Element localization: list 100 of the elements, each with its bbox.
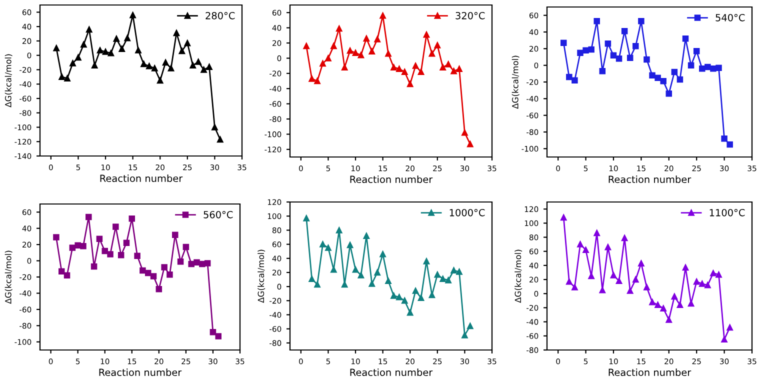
legend-label: 1100°C: [710, 208, 745, 216]
point: [168, 65, 174, 72]
point: [144, 270, 152, 276]
point: [621, 28, 628, 34]
point: [654, 74, 661, 81]
point: [406, 80, 414, 88]
point: [428, 292, 436, 298]
point: [368, 280, 376, 287]
point: [412, 288, 419, 294]
x-axis-title: Reaction number: [608, 368, 692, 376]
point: [140, 267, 146, 274]
point: [726, 141, 733, 148]
point: [330, 42, 337, 50]
point: [358, 52, 364, 58]
point: [654, 302, 661, 308]
point: [96, 47, 104, 54]
point: [402, 68, 408, 76]
point: [649, 72, 656, 78]
point: [161, 264, 168, 270]
x-axis-title: Reaction number: [350, 176, 433, 184]
point: [666, 316, 672, 323]
point: [146, 62, 152, 70]
y-axis-title: ΔG(kcal/mol): [4, 54, 12, 108]
point: [303, 42, 310, 50]
point: [726, 324, 733, 331]
point: [96, 236, 103, 242]
point: [363, 232, 370, 239]
y-axis-title: ΔG(kcal/mol): [4, 250, 12, 304]
point: [434, 42, 441, 48]
point: [128, 215, 136, 222]
point: [626, 288, 634, 294]
point: [320, 60, 326, 67]
point: [314, 78, 320, 84]
point: [336, 25, 342, 32]
point: [90, 263, 98, 270]
point: [58, 74, 65, 80]
point: [102, 248, 108, 254]
point: [190, 62, 196, 69]
point: [610, 272, 617, 278]
point: [308, 276, 315, 282]
point: [704, 64, 711, 70]
point: [215, 333, 222, 340]
point: [199, 260, 206, 268]
point: [352, 50, 359, 56]
point: [572, 284, 578, 290]
point: [676, 302, 684, 308]
point: [134, 252, 140, 260]
legend-label: 1000°C: [450, 208, 485, 216]
point: [716, 271, 722, 278]
point: [688, 300, 694, 307]
point: [632, 43, 639, 50]
point: [716, 64, 722, 71]
point: [572, 77, 578, 84]
point: [130, 12, 136, 18]
point: [118, 46, 126, 52]
point: [108, 50, 114, 56]
point: [177, 258, 184, 265]
point: [594, 230, 600, 236]
point: [150, 273, 157, 280]
point: [418, 68, 424, 76]
point: [64, 272, 70, 279]
point: [610, 52, 617, 58]
point: [363, 35, 370, 42]
x-axis-title: Reaction number: [350, 368, 433, 376]
point: [352, 266, 359, 273]
point: [660, 78, 666, 84]
point: [140, 60, 147, 68]
point: [604, 40, 612, 47]
point: [710, 66, 716, 72]
point: [102, 48, 109, 55]
point: [693, 278, 700, 285]
point: [91, 62, 98, 69]
point: [135, 47, 142, 54]
point: [616, 278, 622, 284]
point: [649, 298, 656, 306]
point: [566, 74, 572, 80]
point: [184, 40, 191, 46]
point: [303, 215, 310, 222]
point: [688, 62, 694, 68]
point: [341, 281, 348, 288]
point: [588, 46, 594, 53]
point: [188, 260, 194, 268]
point: [194, 259, 200, 266]
point: [412, 62, 419, 69]
point: [671, 68, 678, 76]
legend-label: 540°C: [716, 14, 745, 22]
point: [632, 276, 639, 283]
point: [594, 18, 600, 24]
point: [368, 48, 376, 54]
y-axis-title: ΔG(kcal/mol): [258, 250, 266, 303]
point: [346, 47, 354, 54]
point: [467, 140, 474, 148]
point: [58, 268, 65, 274]
point: [721, 136, 728, 142]
point: [423, 258, 430, 264]
point: [428, 50, 436, 57]
point: [434, 271, 441, 278]
point: [210, 329, 216, 336]
point: [107, 251, 114, 258]
point: [80, 41, 87, 48]
